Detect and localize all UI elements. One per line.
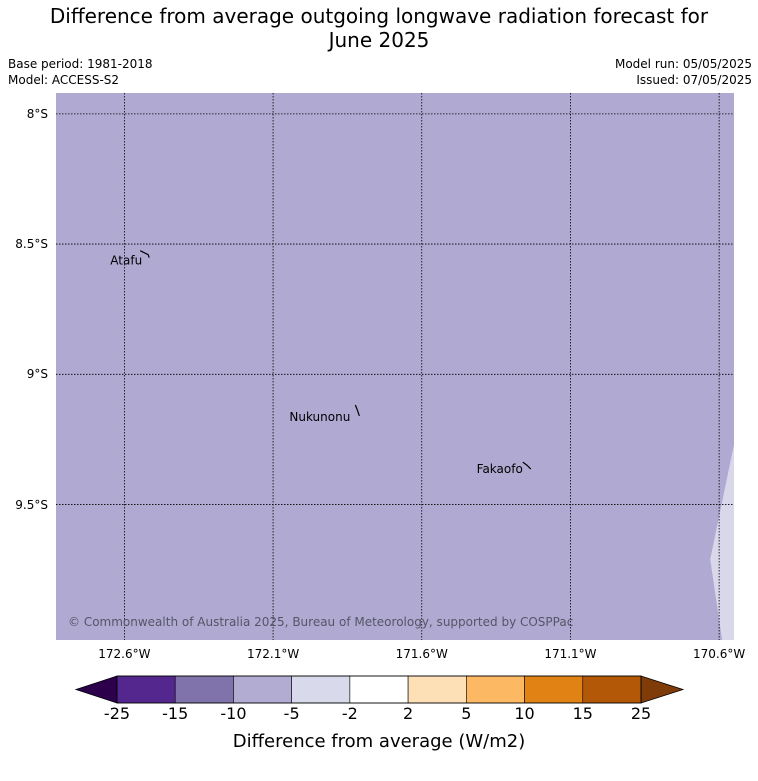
map-panel[interactable]: Atafu Nukunonu Fakaofo © Commonwealth of Au… bbox=[56, 93, 734, 640]
meta-right: Model run: 05/05/2025 Issued: 07/05/2025 bbox=[615, 56, 752, 88]
colorbar-tick-label: 10 bbox=[514, 704, 535, 723]
colorbar-over-arrow bbox=[640, 675, 685, 704]
colorbar-segment bbox=[407, 675, 467, 704]
model-text: Model: ACCESS-S2 bbox=[8, 73, 120, 87]
latitude-label: 8°S bbox=[26, 106, 48, 121]
latitude-label: 9.5°S bbox=[15, 497, 48, 512]
colorbar-segment bbox=[233, 675, 292, 704]
place-label: Atafu bbox=[110, 254, 142, 268]
colorbar-outline bbox=[116, 675, 642, 704]
copyright-text: © Commonwealth of Australia 2025, Bureau… bbox=[68, 615, 573, 629]
longitude-label: 172.6°W bbox=[98, 647, 151, 661]
colorbar-tick-label: -5 bbox=[283, 704, 300, 723]
colorbar bbox=[0, 670, 758, 710]
colorbar-tick-label: 25 bbox=[630, 704, 652, 723]
colorbar-segment bbox=[466, 675, 525, 704]
longitude-label: 171.1°W bbox=[544, 647, 597, 661]
colorbar-segment bbox=[174, 675, 234, 704]
colorbar-segment bbox=[524, 675, 584, 704]
longitude-label: 170.6°W bbox=[693, 647, 746, 661]
atoll-outline bbox=[354, 404, 360, 417]
colorbar-svg bbox=[74, 675, 685, 704]
colorbar-segment bbox=[116, 675, 176, 704]
issued-text: Issued: 07/05/2025 bbox=[636, 73, 752, 87]
meta-left: Base period: 1981-2018 Model: ACCESS-S2 bbox=[8, 56, 153, 88]
atoll-outline bbox=[139, 250, 150, 258]
map-svg: Atafu Nukunonu Fakaofo © Commonwealth of Au… bbox=[56, 93, 734, 640]
chart-title: Difference from average outgoing longwav… bbox=[49, 4, 709, 52]
colorbar-segment bbox=[349, 675, 409, 704]
colorbar-under-arrow bbox=[74, 675, 118, 704]
model-run-text: Model run: 05/05/2025 bbox=[614, 57, 752, 71]
colorbar-segment bbox=[291, 675, 351, 704]
anomaly-region-light bbox=[710, 444, 734, 640]
colorbar-tick-label: -10 bbox=[220, 704, 247, 723]
longitude-label: 172.1°W bbox=[246, 647, 300, 661]
longitude-label: 171.6°W bbox=[395, 647, 448, 661]
colorbar-tick-label: 15 bbox=[572, 704, 593, 723]
colorbar-tick-label: -25 bbox=[103, 704, 131, 723]
colorbar-tick-label: 2 bbox=[403, 704, 414, 723]
atoll-outline bbox=[522, 461, 532, 470]
colorbar-segment bbox=[582, 675, 642, 704]
place-label: Nukunonu bbox=[289, 410, 350, 424]
latitude-label: 8.5°S bbox=[15, 237, 48, 252]
colorbar-tick-label: -2 bbox=[341, 704, 358, 723]
colorbar-tick-label: 5 bbox=[461, 704, 472, 723]
colorbar-tick-label: -15 bbox=[162, 704, 189, 723]
base-period-text: Base period: 1981-2018 bbox=[8, 57, 153, 71]
place-label: Fakaofo bbox=[477, 462, 523, 476]
latitude-label: 9°S bbox=[26, 367, 48, 382]
colorbar-title: Difference from average (W/m2) bbox=[232, 731, 526, 752]
forecast-anomaly-field bbox=[56, 93, 734, 640]
